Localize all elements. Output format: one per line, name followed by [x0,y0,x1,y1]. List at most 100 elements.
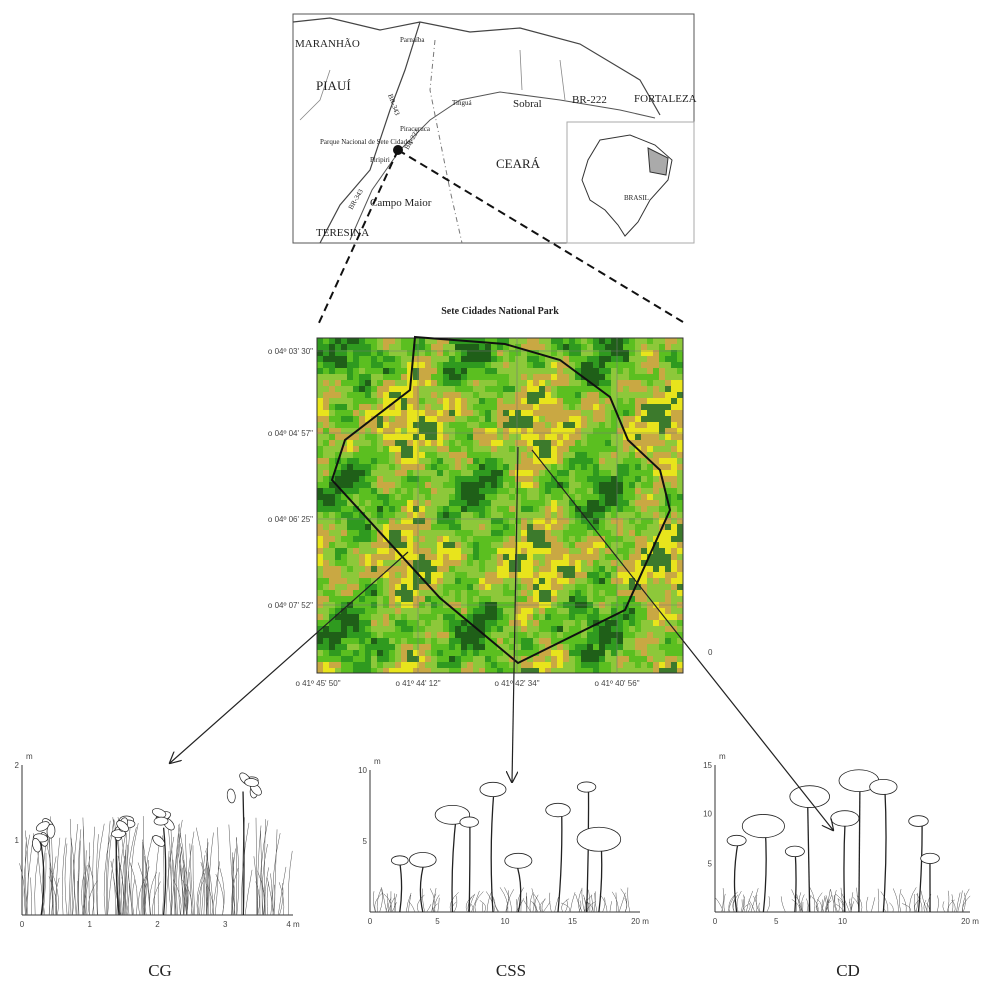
map-cell [587,356,593,362]
map-cell [455,644,461,650]
map-cell [443,392,449,398]
map-cell [653,554,659,560]
map-cell [545,572,551,578]
map-cell [353,572,359,578]
map-cell [593,416,599,422]
map-cell [479,434,485,440]
map-cell [341,542,347,548]
map-cell [437,530,443,536]
map-cell [335,386,341,392]
map-cell [491,374,497,380]
map-cell [455,566,461,572]
map-cell [527,662,533,668]
map-cell [545,632,551,638]
map-cell [545,656,551,662]
map-cell [599,404,605,410]
map-cell [557,386,563,392]
map-cell [479,470,485,476]
crown [505,853,532,868]
map-cell [425,416,431,422]
map-cell [521,608,527,614]
map-cell [539,578,545,584]
map-cell [503,434,509,440]
map-cell [395,542,401,548]
map-cell [545,560,551,566]
profile-label: CG [148,961,172,980]
map-cell [389,668,395,673]
map-cell [329,524,335,530]
map-cell [473,440,479,446]
map-cell [587,632,593,638]
crown [831,811,859,827]
map-cell [527,404,533,410]
map-cell [629,410,635,416]
grass [427,904,432,912]
map-cell [323,434,329,440]
map-cell [563,656,569,662]
map-cell [617,344,623,350]
map-cell [479,638,485,644]
map-cell [317,470,323,476]
map-cell [431,440,437,446]
map-cell [377,584,383,590]
map-cell [611,590,617,596]
map-cell [509,374,515,380]
map-cell [575,626,581,632]
map-cell [437,506,443,512]
map-cell [569,668,575,673]
map-cell [671,416,677,422]
map-cell [563,470,569,476]
map-cell [563,440,569,446]
map-cell [371,362,377,368]
map-cell [449,494,455,500]
map-label: Parnaíba [400,36,425,44]
map-cell [527,362,533,368]
map-cell [323,590,329,596]
map-cell [419,434,425,440]
map-cell [335,584,341,590]
map-cell [353,380,359,386]
x-tick-label: 3 [223,920,228,929]
map-cell [503,356,509,362]
map-cell [587,488,593,494]
map-cell [485,416,491,422]
map-cell [515,374,521,380]
map-cell [587,614,593,620]
map-cell [329,410,335,416]
map-cell [335,500,341,506]
map-cell [509,506,515,512]
map-cell [557,470,563,476]
map-cell [455,386,461,392]
map-cell [407,434,413,440]
map-cell [581,464,587,470]
map-cell [575,338,581,344]
map-cell [563,500,569,506]
grass [438,898,439,912]
map-cell [563,434,569,440]
map-cell [653,356,659,362]
map-label: Piripiri [370,156,390,164]
map-cell [521,542,527,548]
map-cell [677,452,683,458]
map-cell [653,368,659,374]
map-cell [623,398,629,404]
map-cell [497,548,503,554]
map-cell [623,470,629,476]
map-cell [365,404,371,410]
map-cell [347,362,353,368]
map-cell [491,356,497,362]
map-cell [467,434,473,440]
map-cell [395,662,401,668]
map-cell [359,494,365,500]
map-cell [671,380,677,386]
map-cell [497,392,503,398]
map-cell [503,464,509,470]
map-cell [335,512,341,518]
map-cell [599,554,605,560]
map-cell [377,512,383,518]
map-cell [455,368,461,374]
map-cell [461,530,467,536]
grass [878,889,879,912]
map-cell [635,650,641,656]
map-cell [659,590,665,596]
